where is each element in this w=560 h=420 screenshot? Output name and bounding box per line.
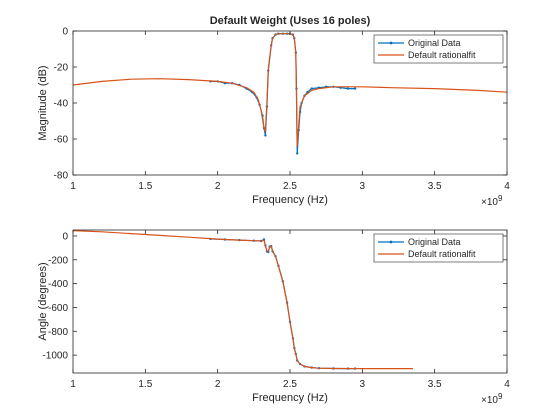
legend-marker — [389, 240, 393, 244]
x-tick-label: 3.5 — [428, 181, 442, 192]
y-tick-label: 0 — [62, 27, 68, 38]
y-tick-label: -40 — [54, 99, 69, 110]
y-axis-label: Magnitude (dB) — [37, 65, 49, 140]
x-exponent-power: 9 — [498, 194, 503, 203]
x-tick-label: 2.5 — [283, 379, 297, 390]
x-tick-label: 1 — [70, 181, 76, 192]
legend-label: Default rationalfit — [408, 50, 476, 60]
x-tick-label: 3.5 — [428, 379, 442, 390]
y-tick-label: -200 — [48, 255, 68, 266]
x-tick-label: 2 — [215, 379, 221, 390]
x-tick-label: 3 — [360, 181, 366, 192]
y-tick-label: -1000 — [42, 351, 68, 362]
series-line-original-data — [210, 33, 356, 154]
data-point — [310, 87, 313, 90]
y-tick-label: -20 — [54, 63, 69, 74]
x-exponent-power: 9 — [498, 392, 503, 401]
magnitude-plot: 1 1.5 2 2.5 3 3.5 4 0 -20 -40 -60 -80 Frequency (Hz)… — [37, 15, 510, 208]
angle-plot: 1 1.5 2 2.5 3 3.5 4 0 -200 -400 -600 -800 -1000 Frequ… — [37, 229, 510, 406]
y-tick-label: -60 — [54, 135, 69, 146]
x-tick-label: 1.5 — [138, 181, 152, 192]
x-exponent-base: ×10 — [481, 395, 498, 406]
x-exponent-base: ×10 — [481, 197, 498, 208]
x-tick-label: 3 — [360, 379, 366, 390]
legend-box — [373, 233, 504, 263]
x-tick-label: 2.5 — [283, 181, 297, 192]
data-point — [264, 134, 267, 137]
series-line-original-data — [210, 238, 356, 370]
legend-marker — [389, 41, 393, 45]
series-line-rationalfit — [72, 230, 413, 370]
x-tick-label: 1 — [70, 379, 76, 390]
legend-label: Default rationalfit — [408, 249, 476, 259]
y-tick-label: -80 — [54, 171, 69, 182]
y-tick-label: -800 — [48, 327, 68, 338]
series-line-rationalfit — [72, 33, 508, 147]
x-tick-label: 4 — [504, 181, 510, 192]
chart-title: Default Weight (Uses 16 poles) — [210, 15, 371, 27]
y-axis-label: Angle (degrees) — [37, 262, 49, 340]
x-tick-label: 1.5 — [138, 379, 152, 390]
data-point — [296, 152, 299, 155]
legend-label: Original Data — [408, 237, 461, 247]
legend-label: Original Data — [408, 38, 461, 48]
legend: Original Data Default rationalfit — [373, 34, 504, 64]
y-tick-label: -600 — [48, 303, 68, 314]
x-axis-label: Frequency (Hz) — [252, 194, 328, 206]
data-point — [346, 87, 350, 90]
y-tick-label: 0 — [62, 231, 68, 242]
data-point — [353, 87, 357, 90]
y-tick-label: -400 — [48, 279, 68, 290]
legend-box — [373, 34, 504, 64]
x-tick-label: 2 — [215, 181, 221, 192]
x-axis-label: Frequency (Hz) — [252, 392, 328, 404]
legend: Original Data Default rationalfit — [373, 233, 504, 263]
x-exponent-label: ×109 — [481, 194, 503, 208]
x-exponent-label: ×109 — [481, 392, 503, 406]
x-tick-label: 4 — [504, 379, 510, 390]
